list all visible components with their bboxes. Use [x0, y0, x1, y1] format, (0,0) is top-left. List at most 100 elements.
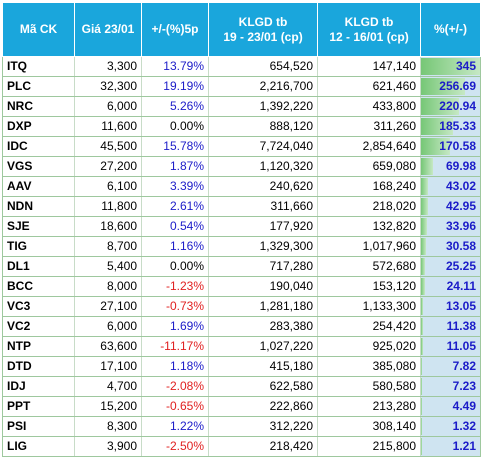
pct-change-cell: 170.58 [420, 136, 481, 157]
pct-change-cell: 1.21 [420, 436, 481, 457]
stock-code-cell: NTP [2, 336, 75, 357]
volume-previous-cell: 132,820 [317, 216, 421, 237]
header-volume-current-line2: 19 - 23/01 (cp) [223, 29, 303, 44]
stock-code-cell: IDC [2, 136, 75, 157]
table-row: ITQ 3,300 13.79% 654,520 147,140 345 [2, 56, 481, 77]
pct-change-bar [421, 118, 453, 135]
pct-change-bar [421, 358, 423, 375]
volume-current-cell: 622,580 [208, 376, 318, 397]
header-code: Mã CK [2, 2, 75, 57]
stock-code-cell: NRC [2, 96, 75, 117]
table-row: VGS 27,200 1.87% 1,120,320 659,080 69.98 [2, 156, 481, 177]
stock-code-cell: IDJ [2, 376, 75, 397]
header-volume-current-line1: KLGD tb [238, 14, 288, 29]
stock-code-cell: DXP [2, 116, 75, 137]
stock-code-cell: DL1 [2, 256, 75, 277]
pct-change-bar [421, 78, 465, 95]
volume-current-cell: 415,180 [208, 356, 318, 377]
pct-change-value: 7.82 [452, 359, 476, 373]
pct-change-cell: 7.23 [420, 376, 481, 397]
change-cell: -2.50% [141, 436, 209, 457]
price-cell: 27,200 [74, 156, 142, 177]
pct-change-bar [421, 298, 424, 315]
table-row: AAV 6,100 3.39% 240,620 168,240 43.02 [2, 176, 481, 197]
stock-code-cell: VC3 [2, 296, 75, 317]
volume-previous-cell: 215,800 [317, 436, 421, 457]
stock-code-cell: PPT [2, 396, 75, 417]
pct-change-value: 185.33 [439, 119, 476, 133]
volume-previous-cell: 433,800 [317, 96, 421, 117]
table-row: PLC 32,300 19.19% 2,216,700 621,460 256.… [2, 76, 481, 97]
pct-change-bar [421, 318, 423, 335]
volume-previous-cell: 311,260 [317, 116, 421, 137]
volume-previous-cell: 153,120 [317, 276, 421, 297]
pct-change-bar [421, 238, 427, 255]
volume-current-cell: 654,520 [208, 56, 318, 77]
price-cell: 63,600 [74, 336, 142, 357]
header-pct-change: %(+/-) [420, 2, 481, 57]
pct-change-value: 33.96 [445, 219, 476, 233]
pct-change-cell: 345 [420, 56, 481, 77]
table-row: NRC 6,000 5.26% 1,392,220 433,800 220.94 [2, 96, 481, 117]
volume-current-cell: 190,040 [208, 276, 318, 297]
pct-change-value: 7.23 [452, 379, 476, 393]
price-cell: 5,400 [74, 256, 142, 277]
volume-previous-cell: 254,420 [317, 316, 421, 337]
price-cell: 8,000 [74, 276, 142, 297]
table-row: DXP 11,600 0.00% 888,120 311,260 185.33 [2, 116, 481, 137]
price-cell: 6,000 [74, 316, 142, 337]
price-cell: 11,800 [74, 196, 142, 217]
volume-previous-cell: 218,020 [317, 196, 421, 217]
header-volume-previous-line1: KLGD tb [344, 14, 394, 29]
pct-change-value: 4.49 [452, 399, 476, 413]
stock-code-cell: TIG [2, 236, 75, 257]
change-cell: 1.69% [141, 316, 209, 337]
table-row: NDN 11,800 2.61% 311,660 218,020 42.95 [2, 196, 481, 217]
change-cell: 2.61% [141, 196, 209, 217]
pct-change-bar [421, 278, 426, 295]
volume-previous-cell: 572,680 [317, 256, 421, 277]
pct-change-cell: 42.95 [420, 196, 481, 217]
change-cell: 13.79% [141, 56, 209, 77]
pct-change-bar [421, 378, 423, 395]
pct-change-value: 256.69 [439, 79, 476, 93]
change-cell: 1.87% [141, 156, 209, 177]
change-cell: -2.08% [141, 376, 209, 397]
volume-current-cell: 2,216,700 [208, 76, 318, 97]
price-cell: 11,600 [74, 116, 142, 137]
header-volume-current: KLGD tb 19 - 23/01 (cp) [208, 2, 318, 57]
price-cell: 17,100 [74, 356, 142, 377]
volume-current-cell: 1,120,320 [208, 156, 318, 177]
volume-previous-cell: 621,460 [317, 76, 421, 97]
price-cell: 3,900 [74, 436, 142, 457]
pct-change-bar [421, 218, 427, 235]
pct-change-cell: 11.38 [420, 316, 481, 337]
pct-change-value: 43.02 [445, 179, 476, 193]
volume-current-cell: 240,620 [208, 176, 318, 197]
table-row: DL1 5,400 0.00% 717,280 572,680 25.25 [2, 256, 481, 277]
table-row: IDJ 4,700 -2.08% 622,580 580,580 7.23 [2, 376, 481, 397]
pct-change-cell: 4.49 [420, 396, 481, 417]
price-cell: 18,600 [74, 216, 142, 237]
stock-code-cell: ITQ [2, 56, 75, 77]
volume-previous-cell: 147,140 [317, 56, 421, 77]
pct-change-cell: 33.96 [420, 216, 481, 237]
pct-change-value: 170.58 [439, 139, 476, 153]
header-row: Mã CK Giá 23/01 +/-(%)5p KLGD tb 19 - 23… [2, 2, 481, 57]
stock-code-cell: VGS [2, 156, 75, 177]
change-cell: 0.00% [141, 116, 209, 137]
header-volume-previous: KLGD tb 12 - 16/01 (cp) [317, 2, 421, 57]
change-cell: 15.78% [141, 136, 209, 157]
pct-change-value: 11.38 [446, 319, 476, 333]
pct-change-bar [421, 258, 426, 275]
volume-current-cell: 7,724,040 [208, 136, 318, 157]
change-cell: 0.00% [141, 256, 209, 277]
header-price: Giá 23/01 [74, 2, 142, 57]
table-row: TIG 8,700 1.16% 1,329,300 1,017,960 30.5… [2, 236, 481, 257]
change-cell: 5.26% [141, 96, 209, 117]
pct-change-cell: 30.58 [420, 236, 481, 257]
volume-current-cell: 1,027,220 [208, 336, 318, 357]
stock-code-cell: SJE [2, 216, 75, 237]
